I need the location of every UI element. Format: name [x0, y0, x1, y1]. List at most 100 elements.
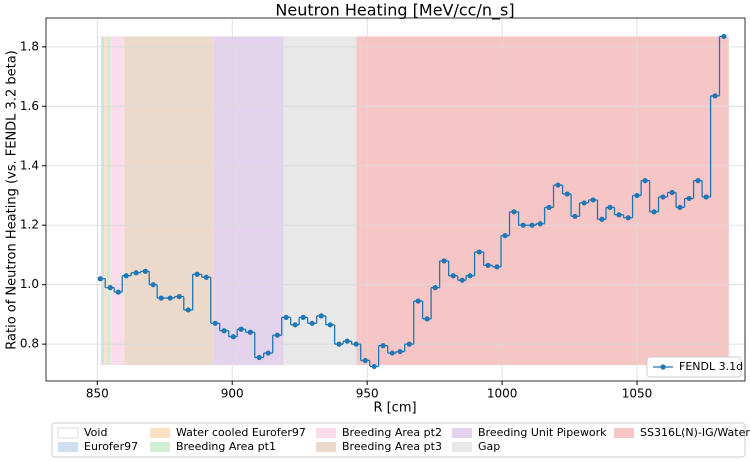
- marker: [494, 264, 500, 270]
- region: [356, 36, 729, 365]
- marker: [176, 293, 182, 300]
- marker: [327, 322, 333, 328]
- x-tick-label: 1000: [487, 387, 518, 401]
- marker: [695, 178, 701, 184]
- marker: [123, 273, 129, 279]
- marker: [450, 273, 456, 279]
- marker: [167, 295, 173, 301]
- legend-label: SS316L(N)-IG/Water: [640, 426, 750, 439]
- legend-swatch: [150, 442, 170, 452]
- region-legend-box: [51, 422, 746, 458]
- region: [101, 36, 105, 365]
- legend-swatch: [57, 427, 79, 439]
- marker: [660, 194, 666, 200]
- marker: [424, 316, 430, 322]
- legend-swatch: [452, 442, 472, 452]
- region: [104, 36, 107, 365]
- marker: [274, 332, 280, 338]
- region: [110, 36, 125, 365]
- marker: [194, 271, 200, 277]
- marker: [142, 268, 148, 274]
- marker: [256, 354, 262, 361]
- marker: [336, 341, 342, 347]
- marker: [625, 215, 631, 221]
- y-tick-label: 0.8: [20, 337, 39, 351]
- legend-swatch: [614, 428, 634, 438]
- y-tick-label: 1.0: [20, 277, 39, 291]
- marker: [476, 249, 482, 255]
- legend-marker: [660, 364, 666, 370]
- marker: [203, 274, 209, 280]
- marker: [634, 192, 640, 199]
- marker: [642, 178, 648, 184]
- marker: [247, 329, 253, 335]
- marker: [344, 338, 350, 344]
- region: [97, 36, 102, 366]
- marker: [511, 209, 517, 215]
- marker: [520, 222, 526, 228]
- legend-label: Eurofer97: [84, 440, 138, 453]
- legend-swatch: [452, 428, 472, 438]
- plot-frame: [45, 17, 746, 382]
- marker: [546, 204, 552, 210]
- marker: [265, 350, 271, 356]
- x-tick-label: 900: [221, 387, 244, 401]
- legend-swatch: [316, 428, 336, 438]
- marker: [380, 343, 386, 349]
- legend-label: Water cooled Eurofer97: [176, 426, 306, 439]
- marker: [158, 295, 164, 301]
- y-tick-label: 1.8: [20, 39, 39, 53]
- marker: [212, 320, 218, 326]
- marker: [590, 197, 596, 203]
- marker: [703, 194, 709, 200]
- marker: [371, 363, 377, 370]
- marker: [415, 298, 421, 304]
- x-axis-label: R [cm]: [373, 401, 416, 416]
- marker: [115, 289, 121, 295]
- marker: [467, 273, 473, 279]
- marker: [616, 212, 622, 218]
- marker: [133, 270, 139, 276]
- y-tick-label: 1.2: [20, 218, 39, 232]
- marker: [97, 276, 103, 282]
- plot-area: [46, 18, 745, 381]
- marker: [529, 222, 535, 228]
- marker: [441, 258, 447, 264]
- marker: [555, 182, 561, 188]
- marker: [502, 233, 508, 239]
- marker: [651, 209, 657, 215]
- legend-swatch: [150, 428, 170, 438]
- y-tick-label: 1.4: [20, 158, 39, 172]
- chart-title: Neutron Heating [MeV/cc/n_s]: [275, 1, 514, 21]
- marker: [389, 350, 395, 356]
- legend-label: Gap: [478, 440, 500, 453]
- marker: [238, 326, 244, 332]
- legend-box: [646, 356, 742, 378]
- marker: [686, 195, 692, 202]
- marker: [599, 216, 605, 222]
- y-axis-label: Ratio of Neutron Heating (vs. FENDL 3.2 …: [5, 50, 20, 349]
- marker: [283, 314, 289, 320]
- legend-label: Breeding Area pt1: [176, 440, 276, 453]
- marker: [485, 262, 491, 268]
- legend-swatch: [58, 442, 78, 452]
- marker: [721, 33, 727, 40]
- region: [124, 36, 214, 365]
- legend-swatch: [316, 442, 336, 452]
- legend-label: FENDL 3.1d: [679, 360, 743, 373]
- marker: [607, 204, 613, 210]
- legend-label: Breeding Area pt3: [342, 440, 442, 453]
- marker: [362, 357, 368, 364]
- marker: [406, 341, 412, 347]
- marker: [712, 93, 718, 99]
- marker: [318, 313, 324, 319]
- marker: [459, 277, 465, 283]
- legend-label: Breeding Unit Pipework: [478, 426, 607, 439]
- marker: [581, 200, 587, 206]
- marker: [669, 189, 675, 196]
- marker: [230, 334, 236, 340]
- marker: [185, 307, 191, 313]
- marker: [150, 282, 156, 288]
- marker: [572, 213, 578, 219]
- marker: [309, 320, 315, 326]
